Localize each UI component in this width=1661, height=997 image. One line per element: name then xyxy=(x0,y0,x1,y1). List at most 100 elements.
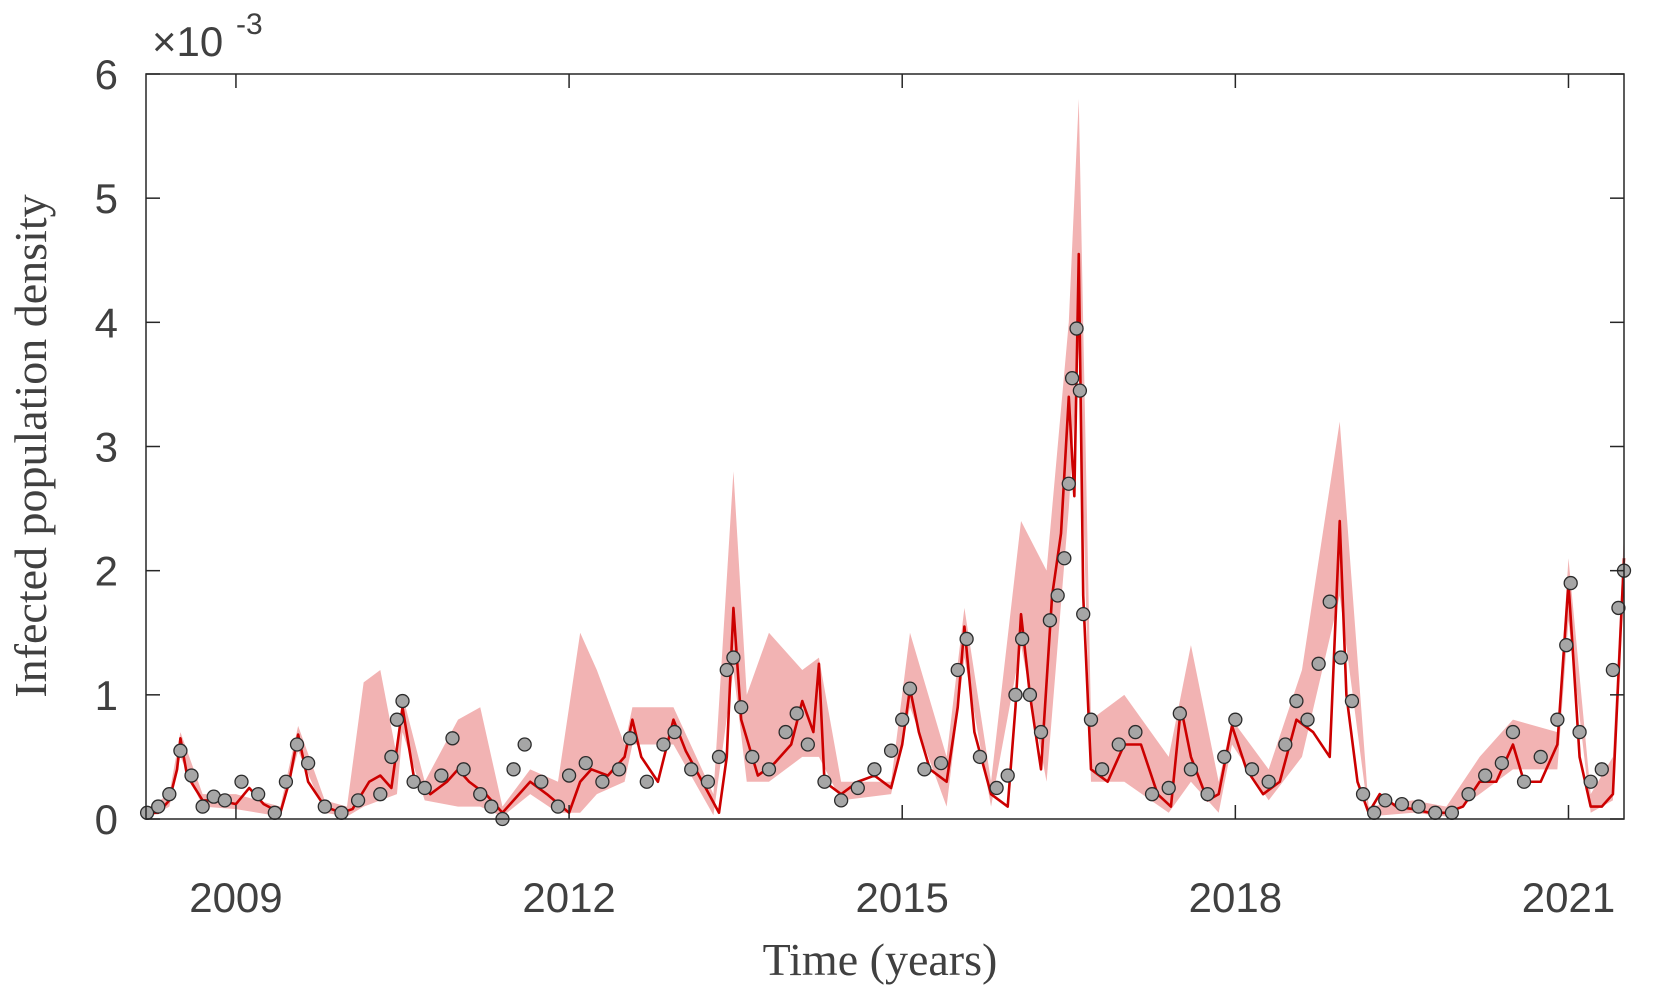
observed-point xyxy=(1200,787,1215,802)
observed-point xyxy=(1461,787,1476,802)
observed-point xyxy=(384,749,399,765)
observed-point xyxy=(350,793,366,808)
observed-point xyxy=(1583,774,1598,789)
observed-point xyxy=(1061,476,1076,491)
observed-point xyxy=(1228,712,1243,727)
plot-area xyxy=(139,98,1632,827)
observed-point xyxy=(895,712,910,727)
observed-point xyxy=(1033,724,1049,740)
y-multiplier-exponent: -3 xyxy=(236,8,263,41)
observed-point xyxy=(484,799,499,814)
observed-point xyxy=(719,662,734,678)
observed-point xyxy=(1014,631,1030,647)
x-tick-label: 2012 xyxy=(522,874,615,921)
observed-point xyxy=(1444,805,1460,820)
observed-point xyxy=(373,787,388,802)
observed-point xyxy=(684,762,699,777)
observed-point xyxy=(1000,768,1015,783)
observed-point xyxy=(1183,762,1199,777)
observed-point xyxy=(434,768,449,783)
observed-point xyxy=(734,700,749,715)
observed-point xyxy=(595,774,610,789)
observed-point xyxy=(1505,724,1521,740)
observed-point xyxy=(1411,799,1426,814)
observed-point xyxy=(1563,575,1578,591)
observed-point xyxy=(917,762,932,777)
observed-point xyxy=(1478,768,1493,783)
observed-point xyxy=(173,743,188,758)
observed-point xyxy=(389,712,405,727)
observed-point xyxy=(506,762,521,777)
observed-point xyxy=(1076,606,1091,622)
observed-point xyxy=(1494,755,1510,771)
observed-point xyxy=(1261,774,1276,789)
observed-point xyxy=(778,724,793,740)
observed-point xyxy=(184,768,199,783)
observed-point xyxy=(1428,805,1443,820)
observed-point xyxy=(1289,693,1304,709)
observed-point xyxy=(1042,613,1058,628)
observed-point xyxy=(473,787,488,802)
observed-point xyxy=(1344,693,1360,709)
observed-point xyxy=(1072,383,1088,398)
x-tick-label: 2015 xyxy=(855,874,948,921)
observed-point xyxy=(456,762,471,777)
confidence-band xyxy=(146,98,1624,820)
observed-point xyxy=(817,774,832,789)
observed-point xyxy=(1057,551,1072,566)
observed-point xyxy=(1533,749,1548,765)
observed-point xyxy=(1355,787,1371,802)
observed-point xyxy=(217,793,232,808)
observed-point xyxy=(1278,737,1293,752)
observed-point xyxy=(395,693,410,709)
y-tick-label: 3 xyxy=(95,424,118,471)
observed-point xyxy=(902,681,918,696)
y-tick-label: 1 xyxy=(95,672,118,719)
observed-point xyxy=(950,662,965,678)
observed-point xyxy=(656,737,671,752)
observed-point xyxy=(726,650,741,665)
observed-point xyxy=(317,799,332,814)
model-line xyxy=(146,252,1626,815)
observed-point xyxy=(989,780,1004,796)
observed-point xyxy=(1172,706,1187,721)
observed-point xyxy=(517,737,532,752)
observed-point xyxy=(1144,787,1160,802)
observed-point xyxy=(1367,805,1382,820)
observed-point xyxy=(833,793,849,808)
observed-point xyxy=(406,774,421,789)
observed-point xyxy=(1611,600,1626,616)
x-tick-label: 2009 xyxy=(189,874,282,921)
observed-point xyxy=(1069,321,1084,336)
observed-point xyxy=(267,805,282,820)
observed-point xyxy=(1300,712,1315,727)
observed-point xyxy=(1322,594,1337,609)
observed-point xyxy=(933,755,949,771)
observed-point xyxy=(1333,650,1348,665)
observed-point xyxy=(789,706,804,721)
observed-point xyxy=(1605,662,1621,678)
observed-point xyxy=(867,762,882,777)
observed-point xyxy=(883,743,899,758)
observed-point xyxy=(334,805,349,820)
x-tick-label: 2021 xyxy=(1522,874,1615,921)
observed-point xyxy=(1008,687,1023,702)
observed-point xyxy=(1128,724,1143,740)
x-tick-label: 2018 xyxy=(1189,874,1282,921)
observed-point xyxy=(534,774,549,789)
observed-point xyxy=(959,631,974,647)
observed-point xyxy=(1378,793,1393,808)
observed-point xyxy=(151,799,166,814)
observed-point xyxy=(1394,796,1410,812)
y-tick-label: 4 xyxy=(95,299,118,346)
observed-point xyxy=(639,774,654,789)
observed-point xyxy=(300,755,316,771)
observed-point xyxy=(195,799,210,814)
observed-point xyxy=(700,774,716,789)
y-multiplier-base: ×10 xyxy=(152,18,223,65)
observed-point xyxy=(1311,656,1326,671)
observed-point xyxy=(1559,638,1574,653)
observed-point xyxy=(745,749,760,765)
